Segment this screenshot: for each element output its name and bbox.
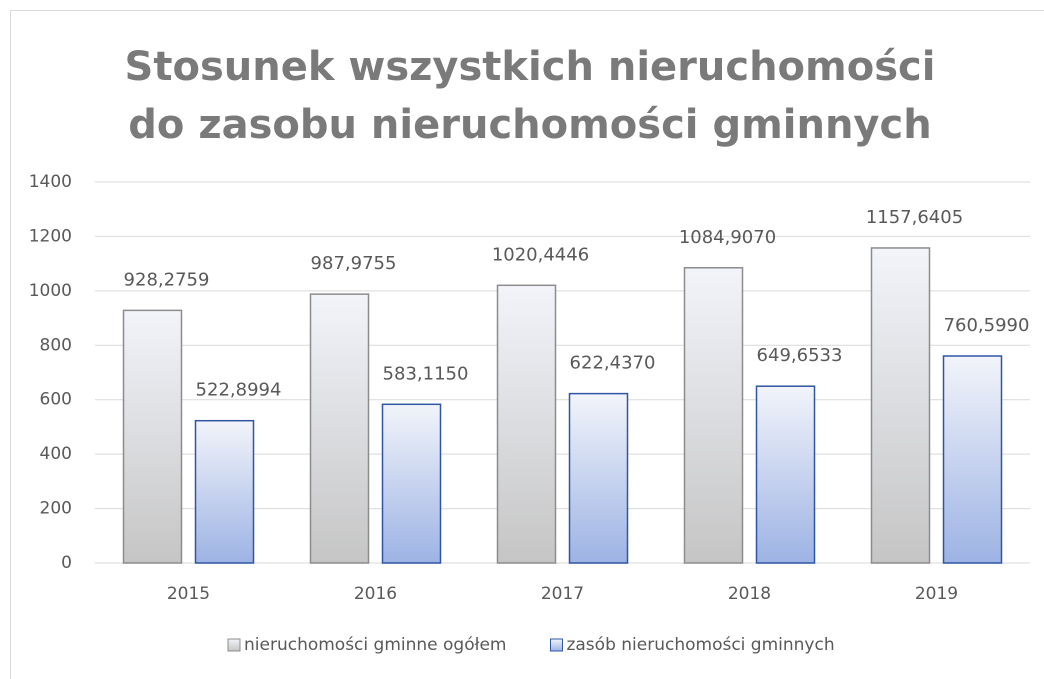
bar bbox=[942, 355, 1003, 564]
y-tick-label: 1000 bbox=[29, 281, 72, 301]
x-tick-label: 2016 bbox=[354, 584, 397, 604]
y-tick-label: 0 bbox=[61, 553, 72, 573]
y-tick-label: 1200 bbox=[29, 226, 72, 246]
value-label: 928,2759 bbox=[124, 269, 210, 290]
x-tick-label: 2018 bbox=[728, 584, 771, 604]
value-label: 987,9755 bbox=[311, 253, 397, 274]
value-label: 522,8994 bbox=[196, 380, 282, 401]
bar bbox=[496, 284, 557, 564]
y-tick-label: 200 bbox=[40, 499, 72, 519]
value-label: 622,4370 bbox=[570, 353, 656, 374]
legend-label: nieruchomości gminne ogółem bbox=[244, 635, 506, 655]
bar bbox=[755, 385, 816, 564]
legend-swatch bbox=[549, 638, 563, 652]
x-tick-label: 2019 bbox=[915, 584, 958, 604]
bar bbox=[122, 309, 183, 564]
value-label: 760,5990 bbox=[944, 315, 1030, 336]
legend-swatch bbox=[227, 638, 241, 652]
bar bbox=[568, 392, 629, 564]
value-label: 1084,9070 bbox=[679, 227, 776, 248]
x-tick-label: 2015 bbox=[167, 584, 210, 604]
chart-frame bbox=[10, 10, 1044, 679]
legend-label: zasób nieruchomości gminnych bbox=[566, 635, 834, 655]
value-label: 1157,6405 bbox=[866, 207, 963, 228]
chart-title: Stosunek wszystkich nieruchomości do zas… bbox=[124, 44, 936, 148]
value-label: 1020,4446 bbox=[492, 244, 589, 265]
value-label: 649,6533 bbox=[757, 345, 843, 366]
bar bbox=[309, 293, 370, 564]
bar bbox=[194, 419, 255, 564]
y-tick-label: 600 bbox=[40, 390, 72, 410]
y-tick-label: 800 bbox=[40, 335, 72, 355]
y-tick-label: 1400 bbox=[29, 172, 72, 192]
bar bbox=[381, 403, 442, 564]
bar bbox=[870, 247, 931, 564]
value-label: 583,1150 bbox=[383, 363, 469, 384]
x-tick-label: 2017 bbox=[541, 584, 584, 604]
y-tick-label: 400 bbox=[40, 444, 72, 464]
bar bbox=[683, 267, 744, 564]
